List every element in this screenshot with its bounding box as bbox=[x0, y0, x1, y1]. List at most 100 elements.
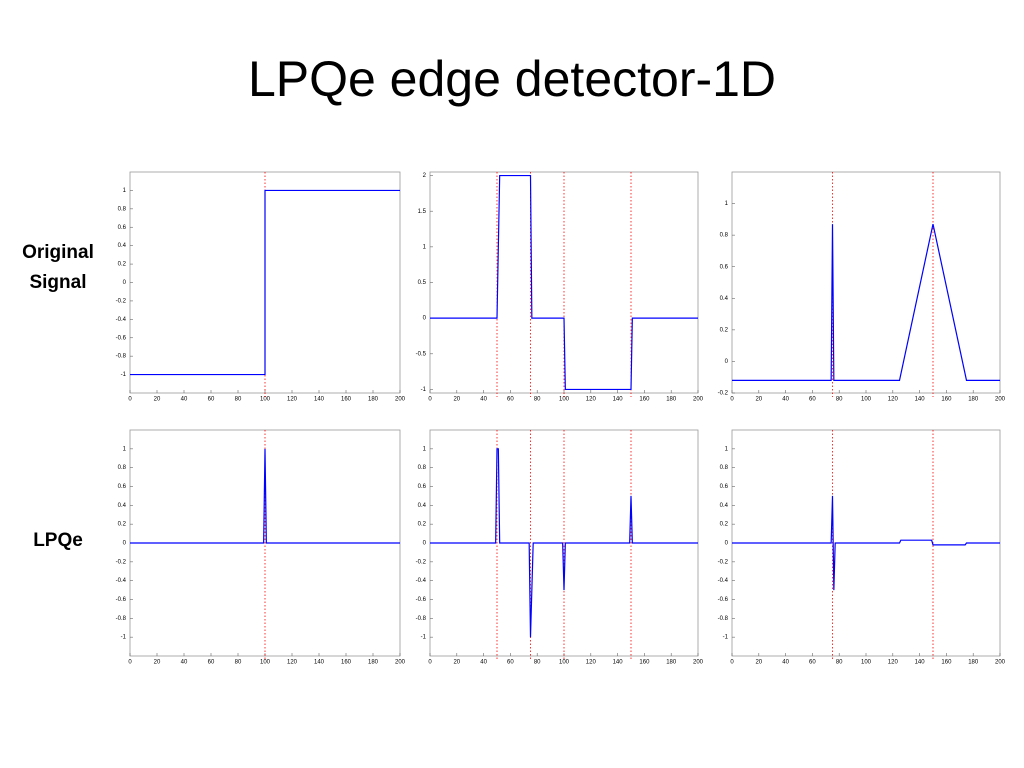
x-tick-label: 60 bbox=[809, 397, 816, 403]
x-tick-label: 40 bbox=[782, 397, 789, 403]
signal-line bbox=[732, 223, 1000, 381]
signal-line bbox=[430, 448, 698, 638]
x-tick-label: 180 bbox=[368, 397, 379, 403]
y-tick-label: 1 bbox=[123, 446, 127, 452]
y-tick-label: 0.8 bbox=[418, 465, 427, 471]
x-tick-label: 80 bbox=[235, 660, 242, 666]
x-tick-label: 140 bbox=[314, 397, 325, 403]
x-tick-label: 60 bbox=[208, 660, 215, 666]
x-tick-label: 160 bbox=[941, 397, 952, 403]
y-tick-label: 0.2 bbox=[720, 522, 729, 528]
y-tick-label: 0.4 bbox=[720, 296, 729, 302]
x-tick-label: 120 bbox=[586, 397, 597, 403]
x-tick-label: 40 bbox=[782, 660, 789, 666]
y-tick-label: 0 bbox=[423, 316, 427, 322]
x-tick-label: 180 bbox=[968, 660, 979, 666]
x-tick-label: 200 bbox=[693, 397, 704, 403]
y-tick-label: 1 bbox=[725, 446, 729, 452]
y-tick-label: 0.2 bbox=[118, 522, 127, 528]
x-tick-label: 160 bbox=[341, 660, 352, 666]
x-tick-label: 100 bbox=[861, 397, 872, 403]
row-label: LPQe bbox=[33, 530, 83, 551]
y-tick-label: -1 bbox=[121, 372, 127, 378]
y-tick-label: -0.4 bbox=[416, 578, 427, 584]
y-tick-label: 0.6 bbox=[418, 484, 427, 490]
signal-line bbox=[732, 495, 1000, 591]
y-tick-label: 0 bbox=[123, 541, 127, 547]
x-tick-label: 160 bbox=[639, 397, 650, 403]
x-tick-label: 0 bbox=[428, 397, 432, 403]
signal-line bbox=[130, 189, 400, 376]
x-tick-label: 140 bbox=[314, 660, 325, 666]
y-tick-label: -1 bbox=[121, 635, 127, 641]
y-tick-label: 0.8 bbox=[118, 206, 127, 212]
x-tick-label: 100 bbox=[260, 660, 271, 666]
x-tick-label: 20 bbox=[154, 397, 161, 403]
y-tick-label: 0.4 bbox=[418, 503, 427, 509]
y-tick-label: -0.4 bbox=[718, 578, 729, 584]
x-tick-label: 80 bbox=[836, 660, 843, 666]
y-tick-label: 0 bbox=[725, 541, 729, 547]
x-tick-label: 60 bbox=[507, 397, 514, 403]
y-tick-label: -0.4 bbox=[116, 578, 127, 584]
x-tick-label: 160 bbox=[639, 660, 650, 666]
y-tick-label: 1 bbox=[123, 188, 127, 194]
y-tick-label: 1 bbox=[725, 201, 729, 207]
plot-frame bbox=[731, 171, 1001, 394]
row-label: Original Signal bbox=[22, 242, 94, 293]
y-tick-label: 0.8 bbox=[720, 233, 729, 239]
y-tick-label: 2 bbox=[423, 173, 427, 179]
x-tick-label: 140 bbox=[915, 397, 926, 403]
slide-title: LPQe edge detector-1D bbox=[247, 51, 777, 107]
x-tick-label: 120 bbox=[888, 397, 899, 403]
x-tick-label: 100 bbox=[559, 660, 570, 666]
x-tick-label: 20 bbox=[755, 660, 762, 666]
y-tick-label: 0 bbox=[423, 541, 427, 547]
y-tick-label: 1 bbox=[423, 244, 427, 250]
x-tick-label: 0 bbox=[428, 660, 432, 666]
y-tick-label: -0.4 bbox=[116, 317, 127, 323]
x-tick-label: 40 bbox=[480, 397, 487, 403]
signal-line bbox=[430, 174, 698, 391]
y-tick-label: 0.2 bbox=[418, 522, 427, 528]
y-tick-label: -0.2 bbox=[718, 391, 729, 397]
x-tick-label: 120 bbox=[287, 660, 298, 666]
x-tick-label: 60 bbox=[208, 397, 215, 403]
y-tick-label: -1 bbox=[723, 635, 729, 641]
x-tick-label: 200 bbox=[995, 660, 1006, 666]
x-tick-label: 200 bbox=[693, 660, 704, 666]
y-tick-label: 0.6 bbox=[720, 264, 729, 270]
y-tick-label: 0.5 bbox=[418, 280, 427, 286]
x-tick-label: 120 bbox=[287, 397, 298, 403]
x-tick-label: 40 bbox=[181, 397, 188, 403]
x-tick-label: 0 bbox=[730, 397, 734, 403]
x-tick-label: 80 bbox=[534, 660, 541, 666]
y-tick-label: -0.6 bbox=[416, 597, 427, 603]
x-tick-label: 100 bbox=[559, 397, 570, 403]
y-tick-label: -1 bbox=[421, 635, 427, 641]
y-tick-label: 0.4 bbox=[118, 503, 127, 509]
y-tick-label: -0.5 bbox=[416, 351, 427, 357]
y-tick-label: 0.6 bbox=[720, 484, 729, 490]
y-tick-label: -0.2 bbox=[116, 559, 127, 565]
x-tick-label: 20 bbox=[154, 660, 161, 666]
y-tick-label: -0.6 bbox=[116, 597, 127, 603]
x-tick-label: 0 bbox=[730, 660, 734, 666]
x-tick-label: 160 bbox=[941, 660, 952, 666]
y-tick-label: -0.2 bbox=[718, 559, 729, 565]
y-tick-label: -0.8 bbox=[116, 354, 127, 360]
y-tick-label: -0.6 bbox=[116, 335, 127, 341]
x-tick-label: 100 bbox=[260, 397, 271, 403]
y-tick-label: -1 bbox=[421, 387, 427, 393]
x-tick-label: 40 bbox=[480, 660, 487, 666]
y-tick-label: 1 bbox=[423, 446, 427, 452]
x-tick-label: 180 bbox=[968, 397, 979, 403]
y-tick-label: -0.6 bbox=[718, 597, 729, 603]
x-tick-label: 180 bbox=[666, 397, 677, 403]
y-tick-label: 0.8 bbox=[720, 465, 729, 471]
x-tick-label: 20 bbox=[453, 660, 460, 666]
x-tick-label: 120 bbox=[888, 660, 899, 666]
signal-line bbox=[130, 448, 400, 544]
